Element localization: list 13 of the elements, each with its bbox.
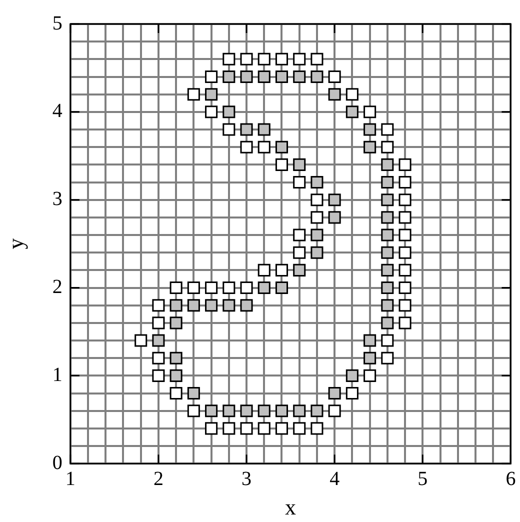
- y-tick-label: 4: [52, 100, 62, 122]
- y-axis-title: y: [2, 238, 28, 250]
- x-tick-label: 6: [506, 468, 516, 490]
- x-tick-label: 5: [418, 468, 428, 490]
- y-tick-label: 2: [52, 276, 62, 298]
- y-tick-label: 3: [52, 188, 62, 210]
- y-tick-label: 5: [52, 12, 62, 34]
- x-tick-label: 4: [330, 468, 340, 490]
- x-axis-title: x: [285, 494, 296, 520]
- x-tick-label: 2: [153, 468, 164, 490]
- x-tick-label: 3: [242, 468, 252, 490]
- y-tick-label: 0: [52, 452, 62, 474]
- y-tick-label: 1: [52, 364, 62, 386]
